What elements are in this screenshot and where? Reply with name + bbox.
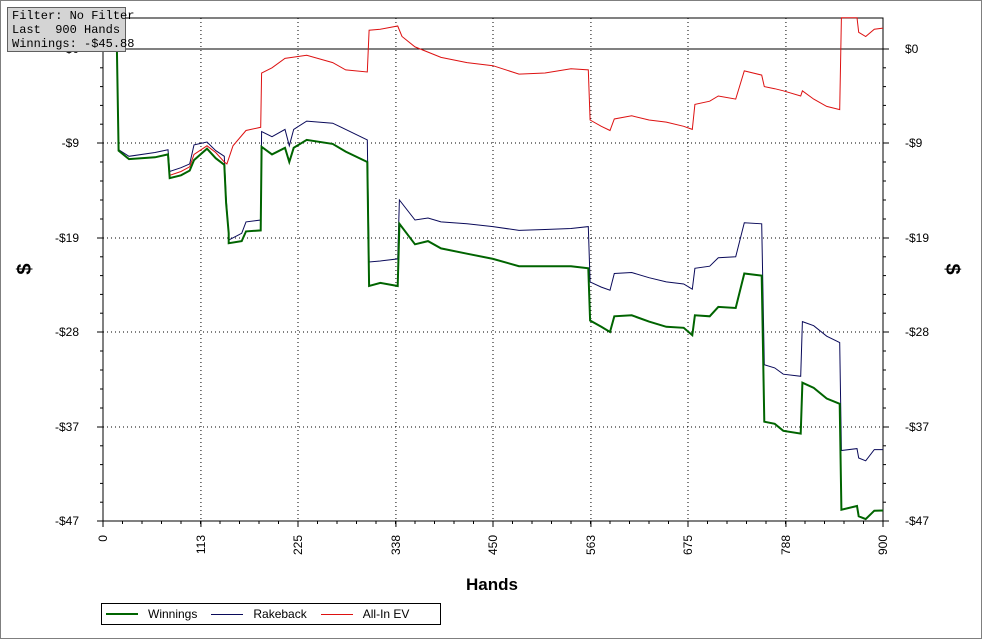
legend-label-allin-ev: All-In EV [362, 607, 410, 621]
legend-label-winnings: Winnings [148, 607, 198, 621]
series-line-rakeback [103, 48, 883, 462]
x-tick-label: 450 [486, 535, 500, 555]
legend-label-rakeback: Rakeback [253, 607, 307, 621]
legend-item-allin-ev: All-In EV [320, 607, 410, 621]
filter-label: Filter: No Filter [12, 9, 135, 23]
y-tick-label-right: -$9 [905, 136, 923, 150]
legend-item-winnings: Winnings [106, 607, 197, 621]
plot-border [102, 17, 884, 522]
series-line-winnings [103, 48, 884, 521]
legend-item-rakeback: Rakeback [211, 607, 307, 621]
legend-swatch-winnings [106, 613, 138, 615]
y-tick-label-left: -$19 [55, 231, 79, 245]
legend-swatch-rakeback [211, 613, 244, 615]
y-tick-label-left: -$9 [62, 136, 80, 150]
legend-swatch-allin-ev [320, 613, 353, 615]
y-tick-label-right: -$47 [905, 514, 929, 528]
x-tick-label: 900 [876, 535, 890, 555]
y-tick-label-left: -$47 [55, 514, 79, 528]
y-axis-title-left: $ [14, 263, 36, 274]
grid [103, 18, 883, 521]
hands-count-label: Last 900 Hands [12, 23, 121, 37]
y-tick-label-right: $0 [905, 42, 919, 56]
filter-info-box: Filter: No Filter Last 900 Hands Winnings:… [7, 7, 135, 52]
y-tick-label-left: -$28 [55, 325, 79, 339]
series-line-all-in-ev [103, 17, 884, 176]
x-tick-label: 113 [194, 535, 208, 554]
x-tick-label: 788 [779, 535, 793, 555]
winnings-label: Winnings: -$45.88 [12, 37, 135, 51]
axes [97, 17, 889, 527]
x-tick-label: 225 [291, 535, 305, 555]
x-tick-label: 338 [389, 535, 403, 555]
y-tick-label-left: -$37 [55, 420, 79, 434]
y-axis-title-right: $ [941, 263, 963, 274]
y-tick-label-right: -$19 [905, 231, 929, 245]
y-tick-label-right: -$28 [905, 325, 929, 339]
y-tick-label-right: -$37 [905, 420, 929, 434]
tick-labels: 0113225338450563675788900$0$0-$9-$9-$19-… [55, 42, 929, 555]
x-axis-title: Hands [466, 575, 518, 594]
x-tick-label: 675 [681, 535, 695, 555]
series-lines [103, 17, 884, 521]
x-tick-label: 0 [96, 535, 110, 542]
legend: Winnings Rakeback All-In EV [101, 603, 441, 625]
x-tick-label: 563 [584, 535, 598, 555]
